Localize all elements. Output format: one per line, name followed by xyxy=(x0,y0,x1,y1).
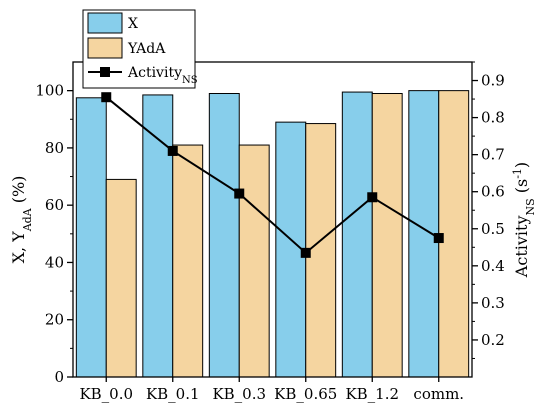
activity-point-kb-0-0 xyxy=(101,92,112,103)
left-axis: 0 20 40 60 80 100 xyxy=(35,82,73,386)
bar-yada-kb-0-1 xyxy=(172,144,204,378)
right-tick-label: 0.3 xyxy=(481,294,505,312)
bar-yada-kb-0-0 xyxy=(105,178,137,378)
x-tick-label: KB_0.0 xyxy=(79,385,133,403)
activity-point-kb-1-2 xyxy=(367,192,378,203)
activity-point-kb-0-65 xyxy=(300,247,311,258)
left-tick-label: 40 xyxy=(45,253,64,271)
x-tick-label: KB_0.65 xyxy=(274,385,337,403)
right-tick-label: 0.2 xyxy=(481,331,505,349)
plot-frame xyxy=(72,61,473,378)
bar-x-kb-0-3 xyxy=(208,93,240,378)
plot-area xyxy=(72,61,473,378)
right-axis-title-tail: (s xyxy=(512,179,531,199)
right-axis: 0.2 0.3 0.4 0.5 0.6 0.7 0.8 0.9 xyxy=(472,61,505,359)
legend-swatch-x xyxy=(87,12,123,34)
legend-swatch-yada xyxy=(87,37,123,59)
bar-yada-kb-0-3 xyxy=(238,144,270,378)
legend-label-activity: ActivityNS xyxy=(127,65,198,86)
right-axis-title-close: ) xyxy=(512,162,531,168)
x-tick-label: KB_1.2 xyxy=(345,385,399,403)
left-axis-title-sub: AdA xyxy=(21,207,34,232)
right-tick-label: 0.8 xyxy=(481,109,505,127)
line-layer xyxy=(101,92,444,258)
x-tick-label: comm. xyxy=(413,385,464,403)
activity-line xyxy=(105,96,440,255)
right-axis-title-sup: -1 xyxy=(511,168,524,179)
bar-layer xyxy=(75,90,470,378)
bar-x-kb-1-2 xyxy=(341,91,373,378)
legend: X YAdA ActivityNS xyxy=(82,9,198,89)
right-tick-label: 0.4 xyxy=(481,257,505,275)
legend-marker-activity xyxy=(100,67,110,77)
x-tick-label: KB_0.3 xyxy=(212,385,266,403)
bar-x-kb-0-1 xyxy=(142,94,174,378)
activity-point-comm- xyxy=(433,233,444,244)
activity-point-kb-0-3 xyxy=(234,188,245,199)
legend-label-x: X xyxy=(128,16,138,32)
right-axis-title-sub: NS xyxy=(524,198,537,215)
x-tick-label: KB_0.1 xyxy=(146,385,200,403)
bar-x-kb-0-0 xyxy=(75,97,107,378)
right-tick-label: 0.7 xyxy=(481,146,505,164)
right-axis-title: ActivityNS (s-1) xyxy=(511,162,537,278)
left-tick-label: 20 xyxy=(45,311,64,329)
legend-label-activity-sub: NS xyxy=(182,75,198,86)
right-tick-label: 0.6 xyxy=(481,183,505,201)
right-axis-title-main: Activity xyxy=(512,216,531,279)
left-tick-label: 0 xyxy=(54,368,64,386)
bar-yada-kb-1-2 xyxy=(371,93,403,378)
right-tick-label: 0.9 xyxy=(481,72,505,90)
left-tick-label: 100 xyxy=(35,82,64,100)
left-axis-title-tail: (%) xyxy=(9,176,28,209)
left-tick-label: 80 xyxy=(45,139,64,157)
right-tick-label: 0.5 xyxy=(481,220,505,238)
x-axis: KB_0.0 KB_0.1 KB_0.3 KB_0.65 KB_1.2 comm. xyxy=(79,377,464,403)
left-tick-label: 60 xyxy=(45,196,64,214)
left-axis-title: X, YAdA (%) xyxy=(9,176,34,264)
legend-label-activity-main: Activity xyxy=(127,65,182,81)
activity-point-kb-0-1 xyxy=(167,145,178,156)
legend-label-yada: YAdA xyxy=(127,41,166,57)
left-axis-title-main: X, Y xyxy=(9,231,28,264)
